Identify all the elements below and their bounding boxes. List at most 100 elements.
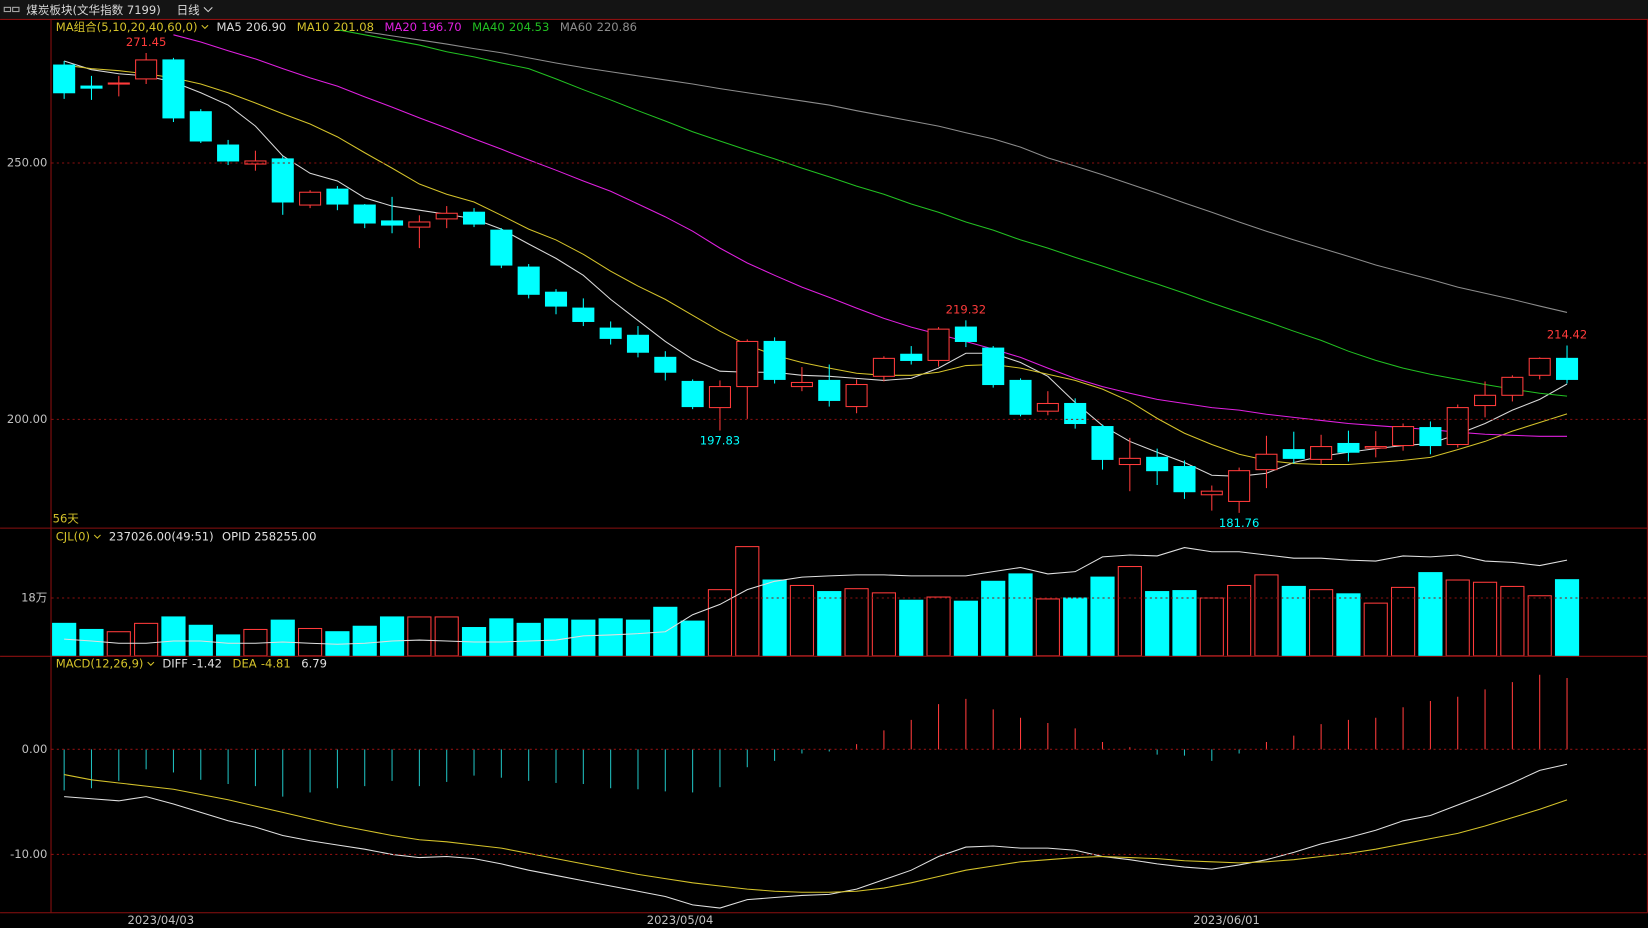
volume-bar	[1363, 602, 1388, 656]
y-tick-label: 200.00	[7, 412, 47, 426]
icon[interactable]	[12, 6, 20, 13]
candle-body	[326, 188, 349, 205]
low-label: 181.76	[1219, 516, 1259, 530]
high-label: 214.42	[1547, 327, 1587, 341]
volume-bar	[598, 618, 623, 656]
candle-body	[1036, 402, 1059, 412]
volume-bar	[1145, 591, 1170, 656]
candle-body	[845, 383, 868, 408]
volume-bar	[407, 616, 432, 656]
volume-bar	[297, 627, 323, 656]
volume-bar	[625, 619, 651, 656]
volume-bar	[352, 625, 377, 656]
legend-name: DEA	[233, 657, 257, 671]
candle-body	[1173, 466, 1196, 493]
candle-body	[271, 158, 294, 203]
x-tick-label: 2023/04/03	[128, 913, 195, 927]
candle-body	[1364, 446, 1387, 449]
legend-value: 220.86	[597, 20, 637, 34]
volume-bar	[1445, 579, 1470, 656]
chevron	[93, 534, 101, 539]
candle-body	[517, 266, 540, 295]
frame	[0, 18, 1648, 914]
candle-body	[1255, 453, 1278, 471]
legend-name: MA10	[297, 20, 330, 34]
legend-name: MA40	[472, 20, 505, 34]
candle-body	[1528, 357, 1551, 376]
volume-bar	[270, 619, 295, 656]
line-series	[64, 774, 1568, 893]
candle-body	[544, 291, 568, 307]
candle-body	[1146, 456, 1169, 472]
candle-body	[626, 334, 650, 353]
candle-body	[1555, 357, 1579, 380]
y-tick-label: 18万	[21, 590, 47, 604]
candle-body	[954, 326, 977, 342]
volume-bar	[871, 592, 896, 656]
volume-bar	[899, 599, 924, 656]
y-tick-label: -10.00	[10, 847, 47, 861]
volume-bar	[1035, 598, 1060, 656]
volume-bar	[1418, 572, 1443, 656]
candle-body	[1228, 470, 1251, 502]
candle-body	[299, 191, 322, 206]
volume-bar	[1281, 585, 1306, 656]
period-select[interactable]: 日线	[177, 3, 201, 17]
volume-bar	[789, 584, 815, 656]
volume-bar	[434, 616, 459, 656]
volume-bar	[1090, 576, 1115, 656]
line-series	[64, 763, 1568, 909]
volume-bar	[1472, 581, 1498, 656]
chevron[interactable]	[203, 6, 213, 13]
candle-body	[462, 211, 486, 225]
legend-name: MA20	[384, 20, 417, 34]
candle-body	[818, 379, 841, 401]
chevron	[201, 24, 209, 30]
candle-body	[982, 347, 1005, 386]
volume-bar	[680, 620, 705, 656]
line-series	[64, 547, 1568, 645]
volume-bar	[1309, 589, 1334, 656]
candle-body	[1501, 376, 1524, 396]
candle-body	[1064, 402, 1087, 425]
candle-body	[353, 204, 376, 224]
volume-bar	[735, 546, 760, 656]
candle-body	[1419, 427, 1442, 447]
volume-bar	[1172, 590, 1197, 656]
candle-body	[1091, 426, 1114, 460]
legend-name: MA60	[560, 20, 593, 34]
line-series	[173, 34, 1568, 437]
top-bar	[0, 0, 1648, 19]
candle-body	[490, 229, 513, 266]
candle-body	[654, 356, 677, 373]
candle-body	[244, 160, 267, 165]
legend-value: -4.81	[261, 657, 291, 671]
candle-body	[189, 111, 212, 142]
candle-body	[599, 327, 622, 339]
candle-body	[381, 220, 404, 226]
icon[interactable]	[3, 6, 12, 13]
legend-value: -1.42	[192, 657, 222, 671]
volume-bar	[1008, 573, 1033, 656]
volume-bar	[161, 616, 186, 656]
candle-body	[900, 353, 923, 361]
volume-bar	[134, 622, 159, 656]
day-count: 56天	[53, 512, 80, 526]
indicator-title: CJL(0)	[56, 530, 90, 544]
candle-body	[872, 357, 895, 377]
legend-value: 204.53	[509, 20, 549, 34]
candle-body	[1282, 449, 1305, 459]
volume-bar	[981, 580, 1006, 656]
volume-bar	[79, 628, 104, 656]
volume-bar	[571, 619, 596, 656]
volume-bar	[953, 600, 978, 656]
volume-bar	[1199, 597, 1224, 656]
volume-bar	[1227, 584, 1252, 656]
candle-body	[1009, 379, 1032, 415]
chevron	[147, 661, 155, 667]
candle-body	[763, 340, 786, 380]
plot-area	[53, 29, 1579, 513]
volume-bar	[1063, 597, 1088, 656]
